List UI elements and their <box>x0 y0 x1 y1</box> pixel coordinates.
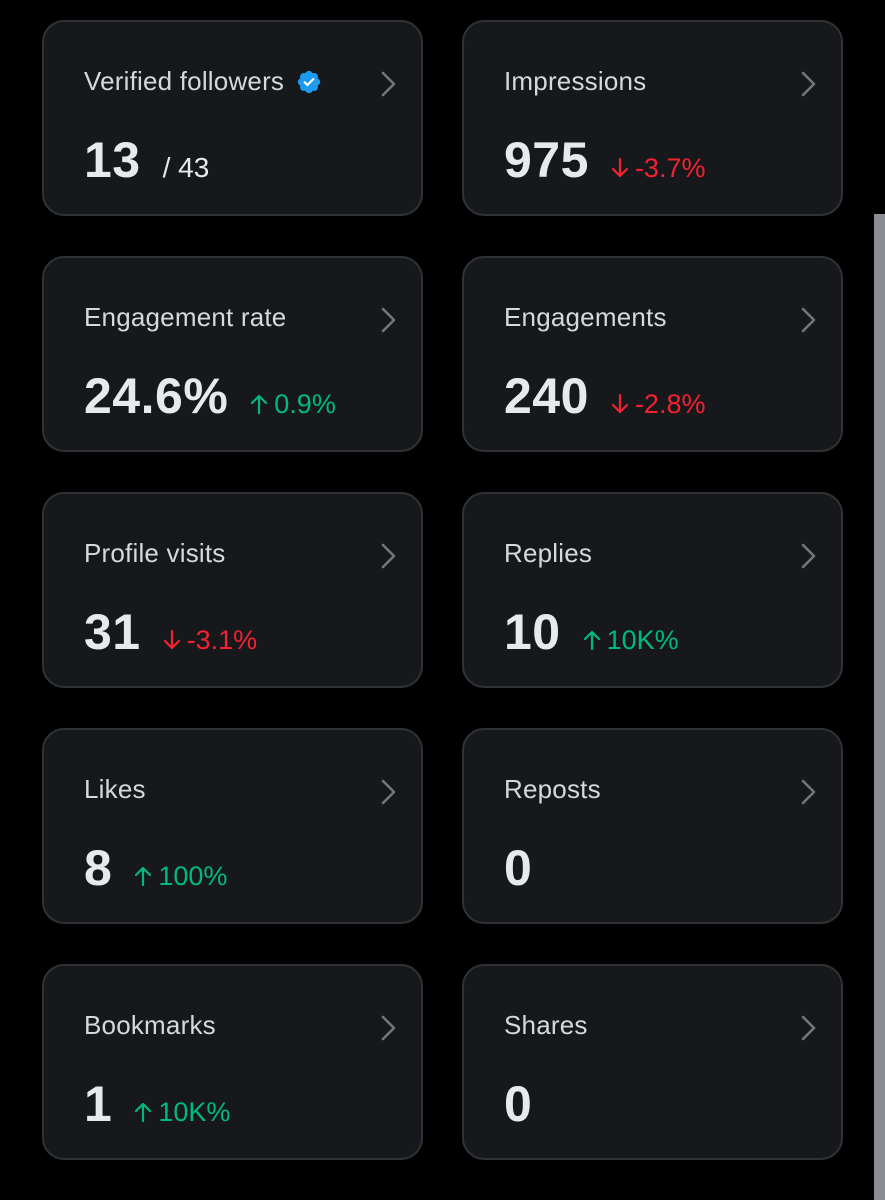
metric-change: 100% <box>134 861 227 892</box>
metric-change: 0.9% <box>250 389 336 420</box>
card-values: 0 <box>504 1074 532 1134</box>
arrow-up-icon <box>251 394 268 415</box>
metric-change-value: 100% <box>158 861 228 891</box>
chevron-right-icon <box>381 307 396 333</box>
card-values: 975 -3.7% <box>504 130 705 190</box>
card-title-label: Replies <box>504 538 593 568</box>
chevron-right-icon <box>801 71 816 97</box>
arrow-down-icon <box>611 393 629 414</box>
chevron-right-icon <box>801 779 816 805</box>
metric-value: 0 <box>504 1076 533 1132</box>
chevron-right-icon <box>381 543 396 569</box>
chevron-right-icon <box>381 1015 396 1041</box>
metric-card-impressions[interactable]: Impressions 975 -3.7% <box>462 20 843 216</box>
metric-value: 1 <box>84 1076 113 1132</box>
arrow-down-icon <box>611 157 629 178</box>
metric-card-profile-visits[interactable]: Profile visits 31 -3.1% <box>42 492 423 688</box>
card-title-label: Bookmarks <box>84 1010 216 1040</box>
metric-card-engagements[interactable]: Engagements 240 -2.8% <box>462 256 843 452</box>
metric-change-value: 10K% <box>158 1097 231 1127</box>
card-title-label: Reposts <box>504 774 601 804</box>
arrow-up-icon <box>583 630 600 651</box>
card-title-label: Profile visits <box>84 538 226 568</box>
arrow-down-icon <box>163 629 180 650</box>
metric-card-bookmarks[interactable]: Bookmarks 1 10K% <box>42 964 423 1160</box>
metric-value: 240 <box>504 368 589 424</box>
card-values: 1 10K% <box>84 1074 230 1134</box>
card-title-label: Verified followers <box>84 66 285 96</box>
card-title: Bookmarks <box>84 1010 216 1041</box>
metric-card-likes[interactable]: Likes 8 100% <box>42 728 423 924</box>
card-title: Profile visits <box>84 538 226 569</box>
metric-value: 31 <box>84 604 141 660</box>
metric-value: 0 <box>504 840 533 896</box>
card-values: 10 10K% <box>504 602 679 662</box>
metric-total: / 43 <box>162 152 210 183</box>
metric-change-value: 10K% <box>606 625 679 655</box>
metric-value: 975 <box>504 132 589 188</box>
card-values: 8 100% <box>84 838 227 898</box>
card-values: 240 -2.8% <box>504 366 705 426</box>
metric-change-value: -3.1% <box>186 625 258 655</box>
card-title: Verified followers <box>84 66 322 97</box>
arrow-up-icon <box>135 866 152 887</box>
chevron-right-icon <box>381 71 396 97</box>
metric-change: -3.1% <box>163 625 258 656</box>
metric-change-value: -2.8% <box>634 389 706 419</box>
card-title-label: Engagements <box>504 302 667 332</box>
metric-change-value: 0.9% <box>274 389 336 419</box>
metric-card-shares[interactable]: Shares 0 <box>462 964 843 1160</box>
metric-card-engagement-rate[interactable]: Engagement rate 24.6% 0.9% <box>42 256 423 452</box>
card-title: Reposts <box>504 774 601 805</box>
card-title: Replies <box>504 538 592 569</box>
metric-card-reposts[interactable]: Reposts 0 <box>462 728 843 924</box>
card-title-label: Likes <box>84 774 146 804</box>
chevron-right-icon <box>801 307 816 333</box>
scrollbar[interactable] <box>874 214 885 1200</box>
card-title: Engagement rate <box>84 302 286 333</box>
metric-change-value: -3.7% <box>634 153 706 183</box>
card-title: Impressions <box>504 66 646 97</box>
card-values: 31 -3.1% <box>84 602 257 662</box>
chevron-right-icon <box>801 1015 816 1041</box>
card-title: Engagements <box>504 302 667 333</box>
card-title-label: Impressions <box>504 66 647 96</box>
card-title-label: Shares <box>504 1010 588 1040</box>
metric-change: 10K% <box>134 1097 230 1128</box>
chevron-right-icon <box>381 779 396 805</box>
card-title: Likes <box>84 774 146 805</box>
card-values: 13 / 43 <box>84 130 209 190</box>
metrics-grid: Verified followers 13 / 43 Impressions <box>42 20 843 1160</box>
card-values: 0 <box>504 838 532 898</box>
metric-change: -3.7% <box>611 153 706 184</box>
card-title: Shares <box>504 1010 588 1041</box>
arrow-up-icon <box>135 1102 152 1123</box>
card-title-label: Engagement rate <box>84 302 287 332</box>
metric-change: -2.8% <box>611 389 706 420</box>
metric-value: 13 <box>84 132 141 188</box>
metric-value: 24.6% <box>84 368 229 424</box>
card-values: 24.6% 0.9% <box>84 366 336 426</box>
chevron-right-icon <box>801 543 816 569</box>
metric-change: 10K% <box>583 625 679 656</box>
metric-card-replies[interactable]: Replies 10 10K% <box>462 492 843 688</box>
metric-value: 8 <box>84 840 113 896</box>
metric-card-verified-followers[interactable]: Verified followers 13 / 43 <box>42 20 423 216</box>
verified-badge-icon <box>298 70 321 93</box>
metric-value: 10 <box>504 604 561 660</box>
